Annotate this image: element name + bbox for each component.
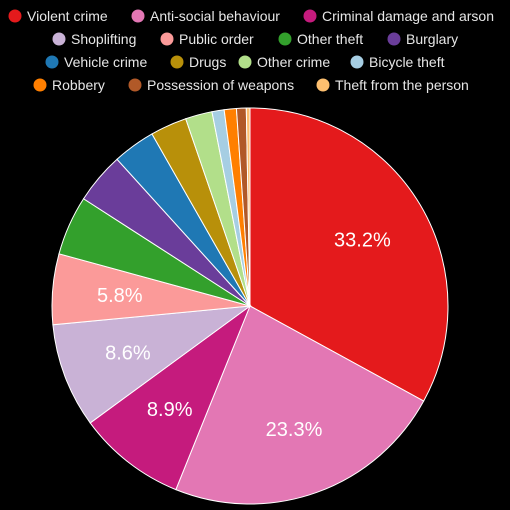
legend-label: Burglary [406,31,458,47]
legend-swatch [350,55,364,69]
legend-item: Other theft [278,31,363,47]
slice-label: 33.2% [334,229,391,251]
legend-item: Public order [160,31,254,47]
legend-label: Violent crime [27,8,108,24]
legend-label: Anti-social behaviour [150,8,280,24]
legend-label: Public order [179,31,254,47]
legend-label: Other theft [297,31,363,47]
legend: Violent crime Anti-social behaviour Crimin… [8,8,494,93]
legend-swatch [170,55,184,69]
legend-item: Drugs [170,54,226,70]
legend-item: Shoplifting [52,31,136,47]
legend-label: Shoplifting [71,31,136,47]
legend-item: Bicycle theft [350,54,445,70]
legend-swatch [278,32,292,46]
legend-item: Burglary [387,31,458,47]
legend-item: Robbery [33,77,105,93]
slice-label: 8.6% [105,343,151,365]
legend-item: Vehicle crime [45,54,147,70]
legend-label: Possession of weapons [147,77,294,93]
legend-swatch [52,32,66,46]
legend-swatch [160,32,174,46]
pie-slice [89,304,252,491]
slice-labels: 33.2% 23.3% 8.9% 8.6% 5.8% [97,229,391,441]
legend-swatch [316,78,330,92]
legend-label: Robbery [52,77,105,93]
legend-swatch [33,78,47,92]
legend-item: Criminal damage and arson [303,8,494,24]
legend-label: Theft from the person [335,77,469,93]
legend-swatch [45,55,59,69]
legend-label: Vehicle crime [64,54,147,70]
legend-item: Anti-social behaviour [131,8,280,24]
legend-item: Possession of weapons [128,77,294,93]
legend-item: Other crime [238,54,330,70]
legend-item: Violent crime [8,8,108,24]
pie-slice [249,107,449,402]
pie-slice [175,305,425,505]
legend-swatch [128,78,142,92]
legend-label: Criminal damage and arson [322,8,494,24]
legend-item: Theft from the person [316,77,469,93]
slice-label: 5.8% [97,285,143,307]
legend-label: Other crime [257,54,330,70]
legend-swatch [387,32,401,46]
pie-slices [51,107,449,505]
legend-swatch [238,55,252,69]
slice-label: 8.9% [147,399,193,421]
legend-swatch [131,9,145,23]
legend-swatch [303,9,317,23]
pie-slice [52,305,252,424]
legend-label: Bicycle theft [369,54,445,70]
legend-swatch [8,9,22,23]
legend-label: Drugs [189,54,226,70]
slice-label: 23.3% [266,419,323,441]
pie-slice [245,107,251,307]
